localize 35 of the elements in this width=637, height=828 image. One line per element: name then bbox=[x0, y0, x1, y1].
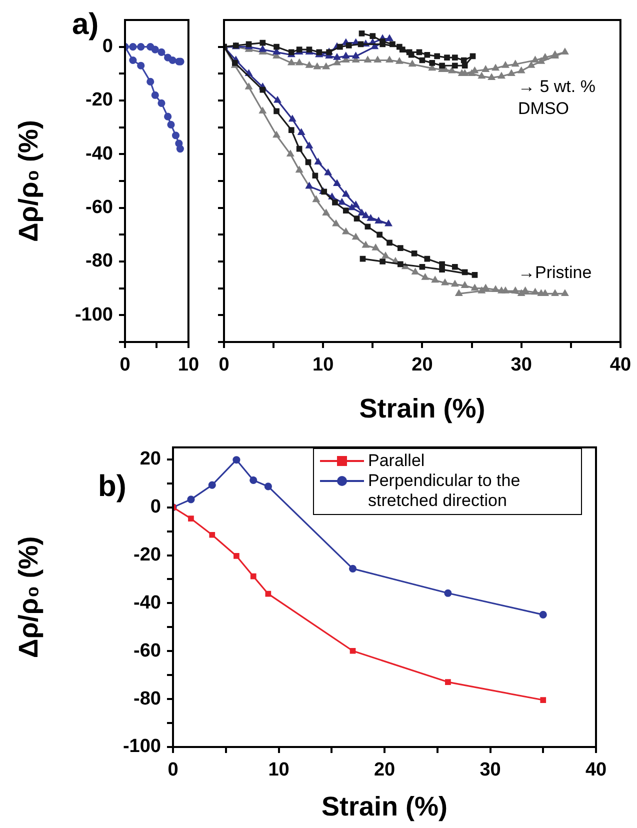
x-tick-label: 10 bbox=[178, 354, 200, 376]
y-tick-label: -60 bbox=[86, 197, 113, 218]
x-tick-label: 10 bbox=[312, 354, 334, 376]
x-tick-label: 0 bbox=[168, 760, 178, 781]
x-axis-title: Strain (%) bbox=[359, 393, 486, 424]
y-tick-label: -60 bbox=[134, 640, 161, 662]
x-tick-label: 40 bbox=[585, 760, 607, 781]
y-tick-label: -100 bbox=[74, 304, 113, 326]
y-tick-label: -100 bbox=[122, 736, 161, 758]
x-tick-label: 40 bbox=[610, 354, 632, 376]
legend-label: Perpendicular to the stretched direction bbox=[368, 471, 522, 511]
x-tick-label: 0 bbox=[120, 354, 130, 376]
y-tick-label: 0 bbox=[150, 496, 161, 518]
legend-label: Parallel bbox=[368, 451, 425, 471]
y-tick-label: -80 bbox=[134, 688, 161, 710]
y-axis-title: Δρ/ρ₀ (%) bbox=[14, 120, 44, 242]
annotation: →Pristine bbox=[518, 262, 592, 284]
text: b) bbox=[98, 470, 126, 504]
x-tick-label: 20 bbox=[412, 354, 433, 376]
y-tick-label: -40 bbox=[134, 592, 161, 614]
y-tick-label: -80 bbox=[86, 250, 113, 272]
text: a) bbox=[72, 8, 99, 42]
y-axis-title: Δρ/ρ₀ (%) bbox=[14, 536, 44, 658]
y-tick-label: -20 bbox=[86, 90, 113, 111]
x-axis-title: Strain (%) bbox=[321, 791, 448, 822]
x-tick-label: 10 bbox=[268, 760, 290, 781]
x-tick-label: 30 bbox=[510, 354, 532, 376]
y-tick-label: 0 bbox=[102, 36, 113, 58]
y-tick-label: -20 bbox=[134, 544, 161, 566]
y-tick-label: 20 bbox=[140, 448, 161, 470]
y-tick-label: -40 bbox=[86, 143, 113, 164]
annotation: → 5 wt. % DMSO bbox=[518, 76, 596, 120]
x-tick-label: 0 bbox=[218, 354, 230, 376]
x-tick-label: 20 bbox=[374, 760, 396, 781]
x-tick-label: 30 bbox=[480, 760, 501, 781]
